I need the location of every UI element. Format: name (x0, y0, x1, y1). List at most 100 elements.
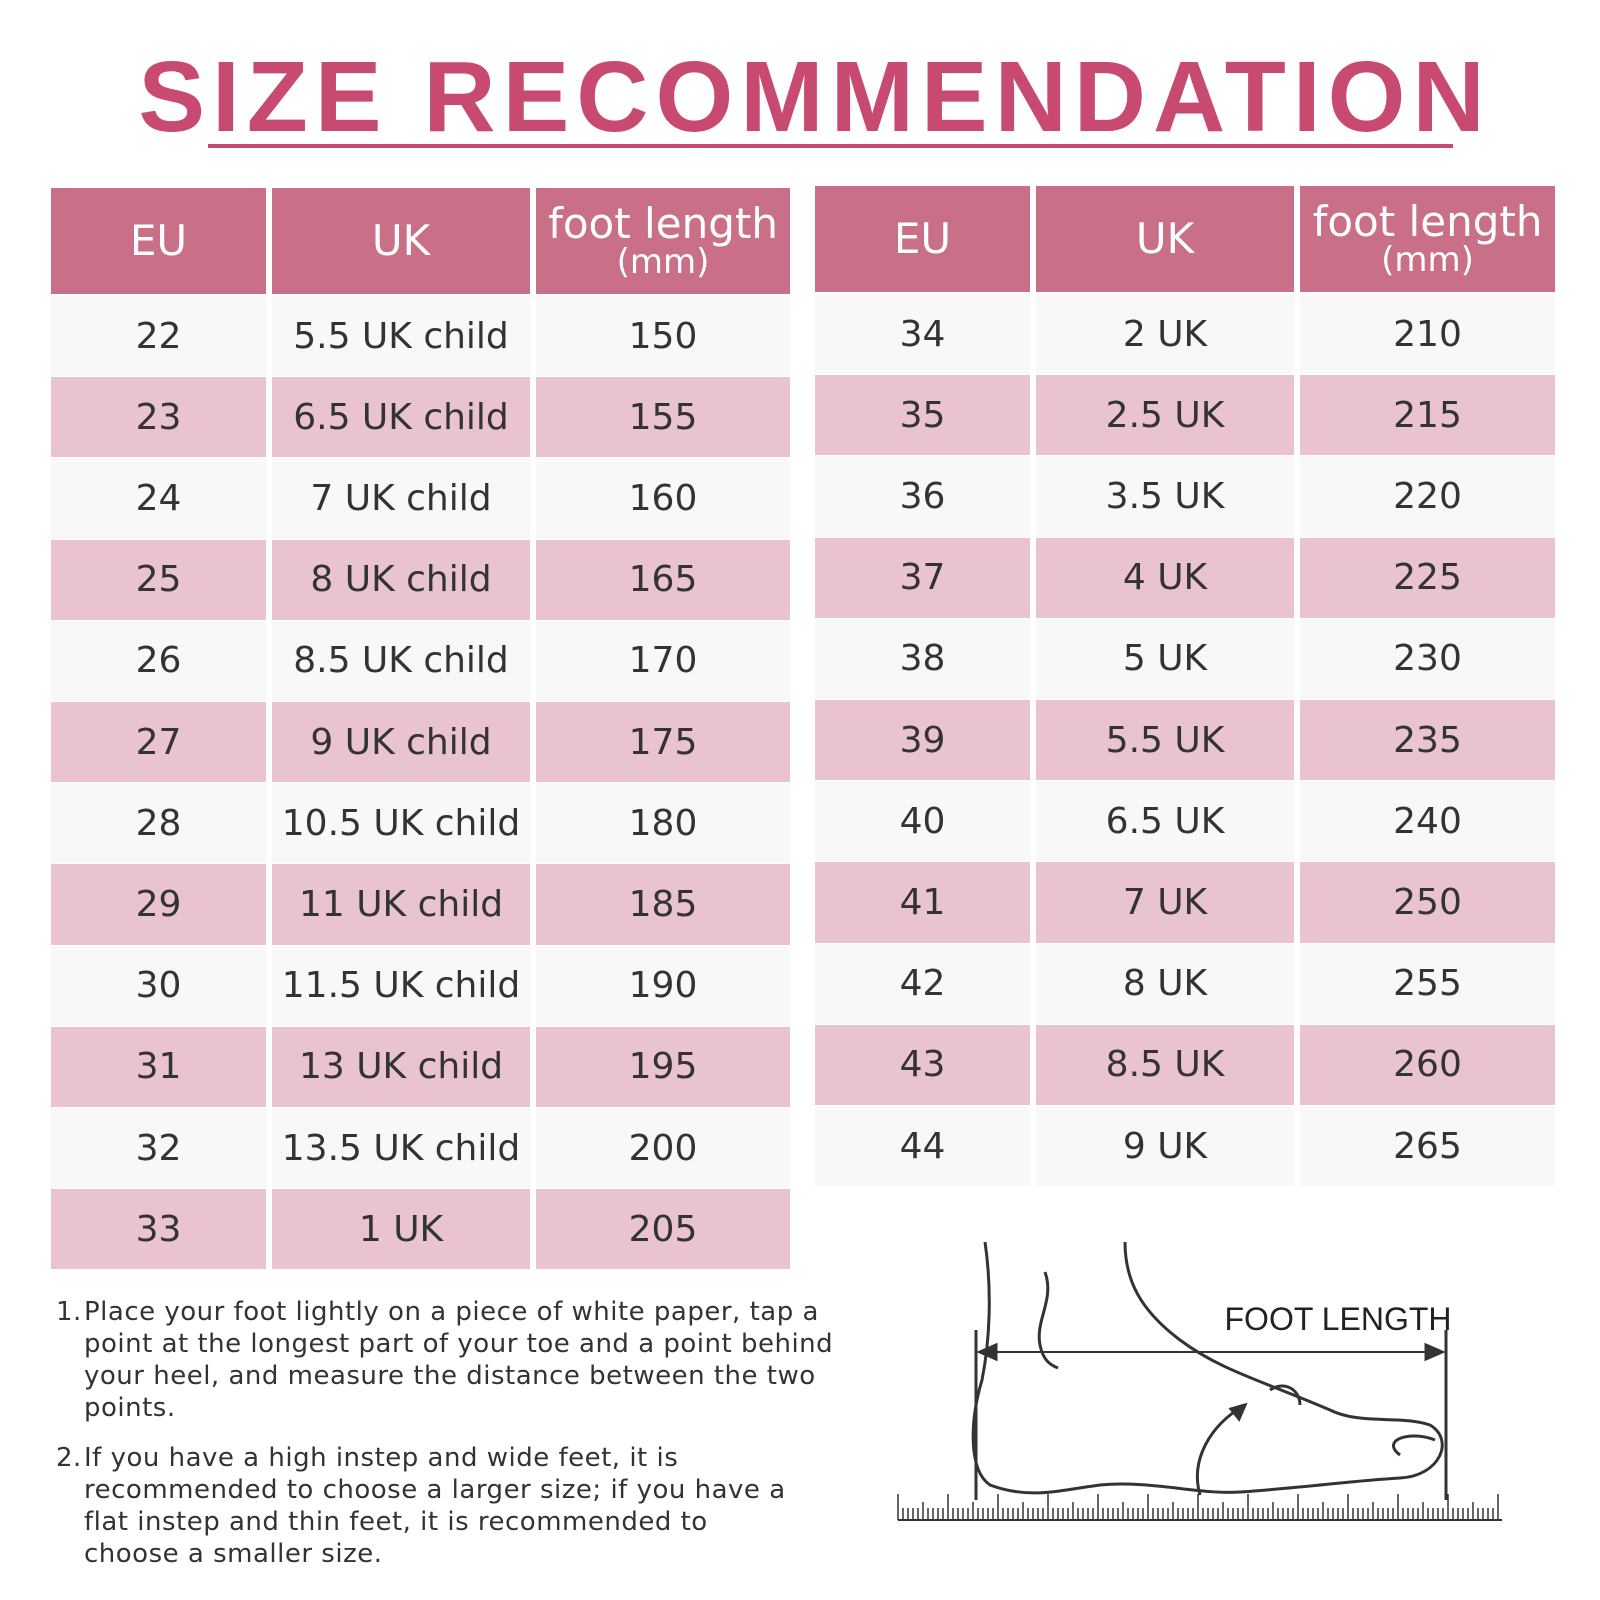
cell-text: 7 UK child (310, 477, 492, 519)
note-number: 1. (56, 1297, 82, 1327)
table-cell: 8 UK (1036, 943, 1294, 1024)
title-underline (208, 144, 1453, 148)
cell-text: 175 (628, 721, 698, 763)
cell-text: 11.5 UK child (281, 965, 521, 1007)
table-cell: 150 (536, 296, 790, 377)
cell-text: 31 (135, 1046, 182, 1088)
table-cell: 220 (1300, 456, 1555, 537)
table-cell: 2 UK (1036, 294, 1294, 375)
cell-text: 8.5 UK child (293, 640, 509, 682)
table-cell: 5 UK (1036, 618, 1294, 699)
table-cell: 25 (51, 539, 266, 620)
table-cell: 2.5 UK (1036, 375, 1294, 456)
table-cell: 210 (1300, 294, 1555, 375)
table-cell: 215 (1300, 375, 1555, 456)
table-cell: 225 (1300, 537, 1555, 618)
cell-text: 215 (1393, 394, 1462, 436)
cell-text: 160 (628, 477, 698, 519)
table-cell: 9 UK (1036, 1106, 1294, 1187)
cell-text: 185 (628, 883, 698, 925)
table-cell: 200 (536, 1108, 790, 1189)
cell-text: 3.5 UK (1105, 475, 1225, 517)
cell-text: 13.5 UK child (281, 1127, 521, 1169)
cell-text: 240 (1393, 800, 1462, 842)
header-cell: EU (51, 188, 266, 294)
table-cell: 8.5 UK (1036, 1024, 1294, 1105)
cell-text: 8.5 UK (1105, 1044, 1225, 1086)
cell-text: 38 (899, 638, 946, 680)
cell-text: 11 UK child (298, 883, 504, 925)
table-cell: 30 (51, 945, 266, 1026)
table-cell: 26 (51, 620, 266, 701)
cell-text: 30 (135, 965, 182, 1007)
cell-text: 6.5 UK (1105, 800, 1225, 842)
note: 1. Place your foot lightly on a piece of … (50, 1296, 840, 1424)
cell-text: 165 (628, 559, 698, 601)
cell-text: 5.5 UK (1105, 719, 1225, 761)
cell-text: EU (893, 214, 952, 263)
cell-text: 32 (135, 1127, 182, 1169)
cell-text: 26 (135, 640, 182, 682)
cell-text: 27 (135, 721, 182, 763)
note-text: If you have a high instep and wide feet,… (84, 1443, 786, 1569)
table-cell: 170 (536, 620, 790, 701)
cell-text: 22 (135, 315, 182, 357)
cell-text: 150 (628, 315, 698, 357)
table-cell: 36 (815, 456, 1030, 537)
table-cell: 44 (815, 1106, 1030, 1187)
cell-text: 265 (1393, 1125, 1462, 1167)
table-cell: 13.5 UK child (272, 1108, 530, 1189)
table-cell: 8 UK child (272, 539, 530, 620)
cell-text: 29 (135, 883, 182, 925)
table-cell: 28 (51, 783, 266, 864)
table-cell: 42 (815, 943, 1030, 1024)
table-cell: 13 UK child (272, 1026, 530, 1107)
cell-text: 35 (899, 394, 946, 436)
cell-text: 260 (1393, 1044, 1462, 1086)
cell-text: 255 (1393, 963, 1462, 1005)
header-cell: EU (815, 186, 1030, 292)
table-cell: 5.5 UK child (272, 296, 530, 377)
cell-text: 36 (899, 475, 946, 517)
cell-text: 230 (1393, 638, 1462, 680)
cell-text: 1 UK (358, 1208, 444, 1250)
cell-text: (mm) (1381, 240, 1474, 280)
header-cell: UK (1036, 186, 1294, 292)
cell-text: 13 UK child (298, 1046, 504, 1088)
table-cell: 7 UK child (272, 458, 530, 539)
cell-text: 37 (899, 557, 946, 599)
cell-text: (mm) (616, 242, 710, 282)
cell-text: foot length (548, 199, 778, 248)
table-cell: 265 (1300, 1106, 1555, 1187)
cell-text: 10.5 UK child (281, 802, 521, 844)
cell-text: 39 (899, 719, 946, 761)
table-cell: 155 (536, 377, 790, 458)
cell-text: 5.5 UK child (293, 315, 509, 357)
table-cell: 240 (1300, 781, 1555, 862)
cell-text: 42 (899, 963, 946, 1005)
cell-text: 33 (135, 1208, 182, 1250)
table-cell: 250 (1300, 862, 1555, 943)
table-cell: 34 (815, 294, 1030, 375)
table-cell: 255 (1300, 943, 1555, 1024)
table-cell: 1 UK (272, 1189, 530, 1270)
cell-text: 9 UK child (310, 721, 492, 763)
cell-text: 180 (628, 802, 698, 844)
cell-text: 190 (628, 965, 698, 1007)
table-cell: 230 (1300, 618, 1555, 699)
cell-text: 210 (1393, 313, 1462, 355)
table-cell: 24 (51, 458, 266, 539)
table-cell: 23 (51, 377, 266, 458)
table-cell: 32 (51, 1108, 266, 1189)
note-number: 2. (56, 1443, 82, 1473)
cell-text: 34 (899, 313, 946, 355)
cell-text: 9 UK (1122, 1125, 1208, 1167)
cell-text: 5 UK (1122, 638, 1208, 680)
table-cell: 38 (815, 618, 1030, 699)
table-cell: 6.5 UK (1036, 781, 1294, 862)
table-cell: 185 (536, 864, 790, 945)
cell-text: 25 (135, 559, 182, 601)
cell-text: 195 (628, 1046, 698, 1088)
table-cell: 33 (51, 1189, 266, 1270)
table-cell: 40 (815, 781, 1030, 862)
